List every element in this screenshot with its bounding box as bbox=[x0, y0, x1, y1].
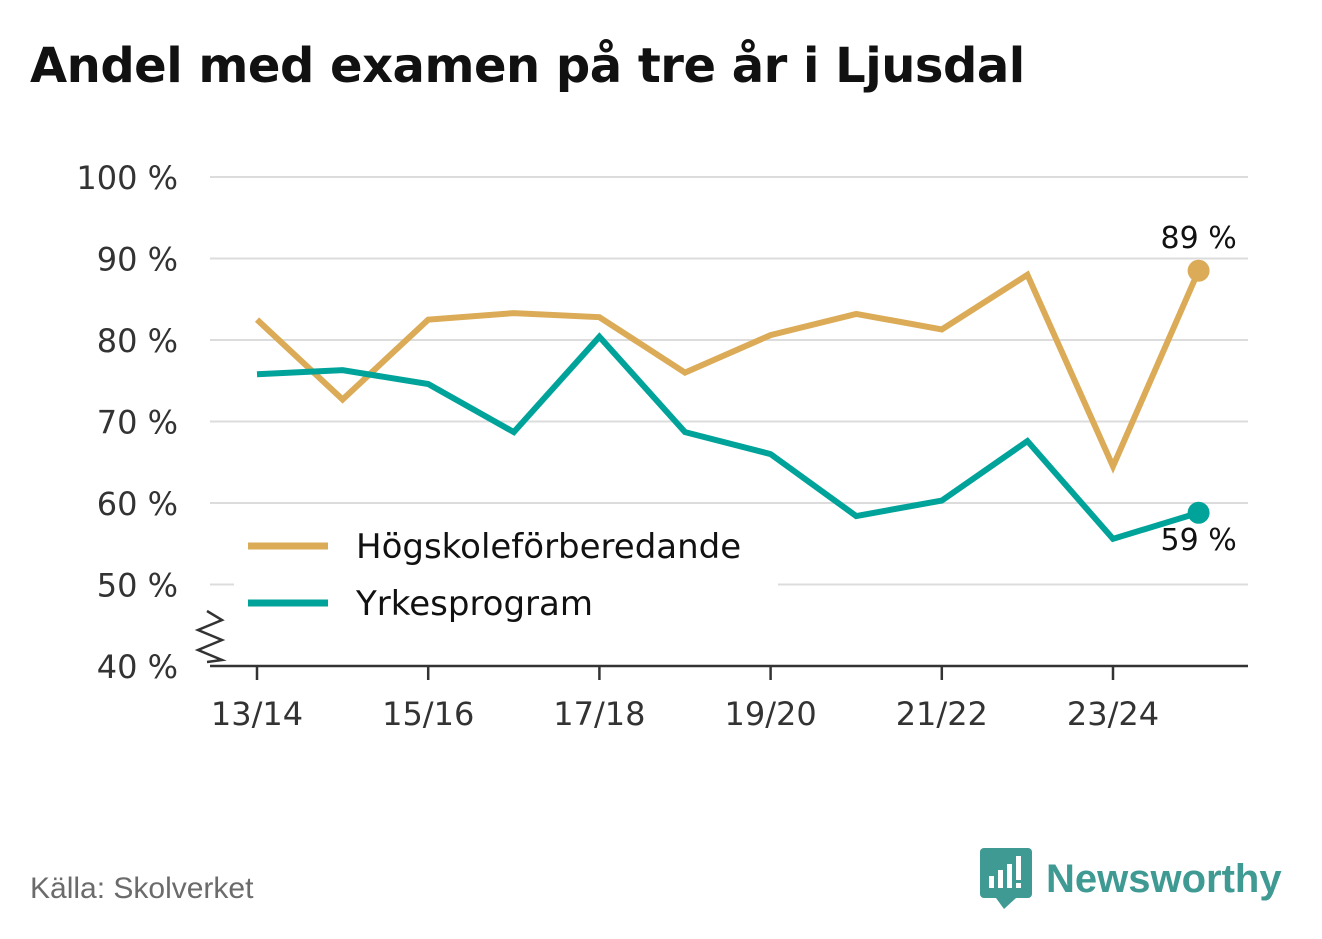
axis-break-icon bbox=[194, 609, 227, 664]
axes: 40 % 50 % 60 % 70 % 80 % 90 % 100 % 13/14 15/16 1… bbox=[76, 159, 1248, 733]
y-tick-label: 70 % bbox=[97, 404, 178, 442]
chart-title: Andel med examen på tre år i Ljusdal bbox=[30, 38, 1025, 94]
end-value-label: 59 % bbox=[1160, 523, 1236, 558]
series-line-yrkesprogram bbox=[256, 332, 1200, 543]
y-tick-label: 100 % bbox=[76, 159, 178, 197]
x-tick-label: 17/18 bbox=[553, 695, 645, 733]
series-lines bbox=[254, 259, 1210, 543]
brand-name: Newsworthy bbox=[1046, 856, 1282, 901]
x-tick-label: 13/14 bbox=[211, 695, 303, 733]
y-tick-label: 50 % bbox=[97, 567, 178, 605]
legend-label: Högskoleförberedande bbox=[356, 527, 741, 567]
y-tick-label: 90 % bbox=[97, 241, 178, 279]
x-tick-label: 15/16 bbox=[382, 695, 474, 733]
brand-logo[interactable]: Newsworthy bbox=[980, 848, 1282, 910]
x-tick-label: 21/22 bbox=[896, 695, 988, 733]
y-tick-label: 60 % bbox=[97, 485, 178, 523]
x-tick-label: 23/24 bbox=[1067, 695, 1159, 733]
newsworthy-logo-icon bbox=[980, 848, 1032, 909]
end-value-label: 89 % bbox=[1160, 221, 1236, 256]
y-tick-label: 40 % bbox=[97, 648, 178, 686]
source-note: Källa: Skolverket bbox=[30, 872, 254, 905]
data-labels: 89 % 59 % bbox=[1160, 221, 1236, 558]
legend-label: Yrkesprogram bbox=[355, 584, 593, 624]
x-tick-label: 19/20 bbox=[724, 695, 816, 733]
legend-background bbox=[234, 520, 778, 582]
series-end-point bbox=[1187, 259, 1210, 282]
series-end-point bbox=[1187, 501, 1210, 524]
series-line-hogskoleforberedande bbox=[254, 269, 1202, 474]
y-tick-label: 80 % bbox=[97, 322, 178, 360]
legend: Högskoleförberedande Yrkesprogram bbox=[234, 520, 778, 628]
